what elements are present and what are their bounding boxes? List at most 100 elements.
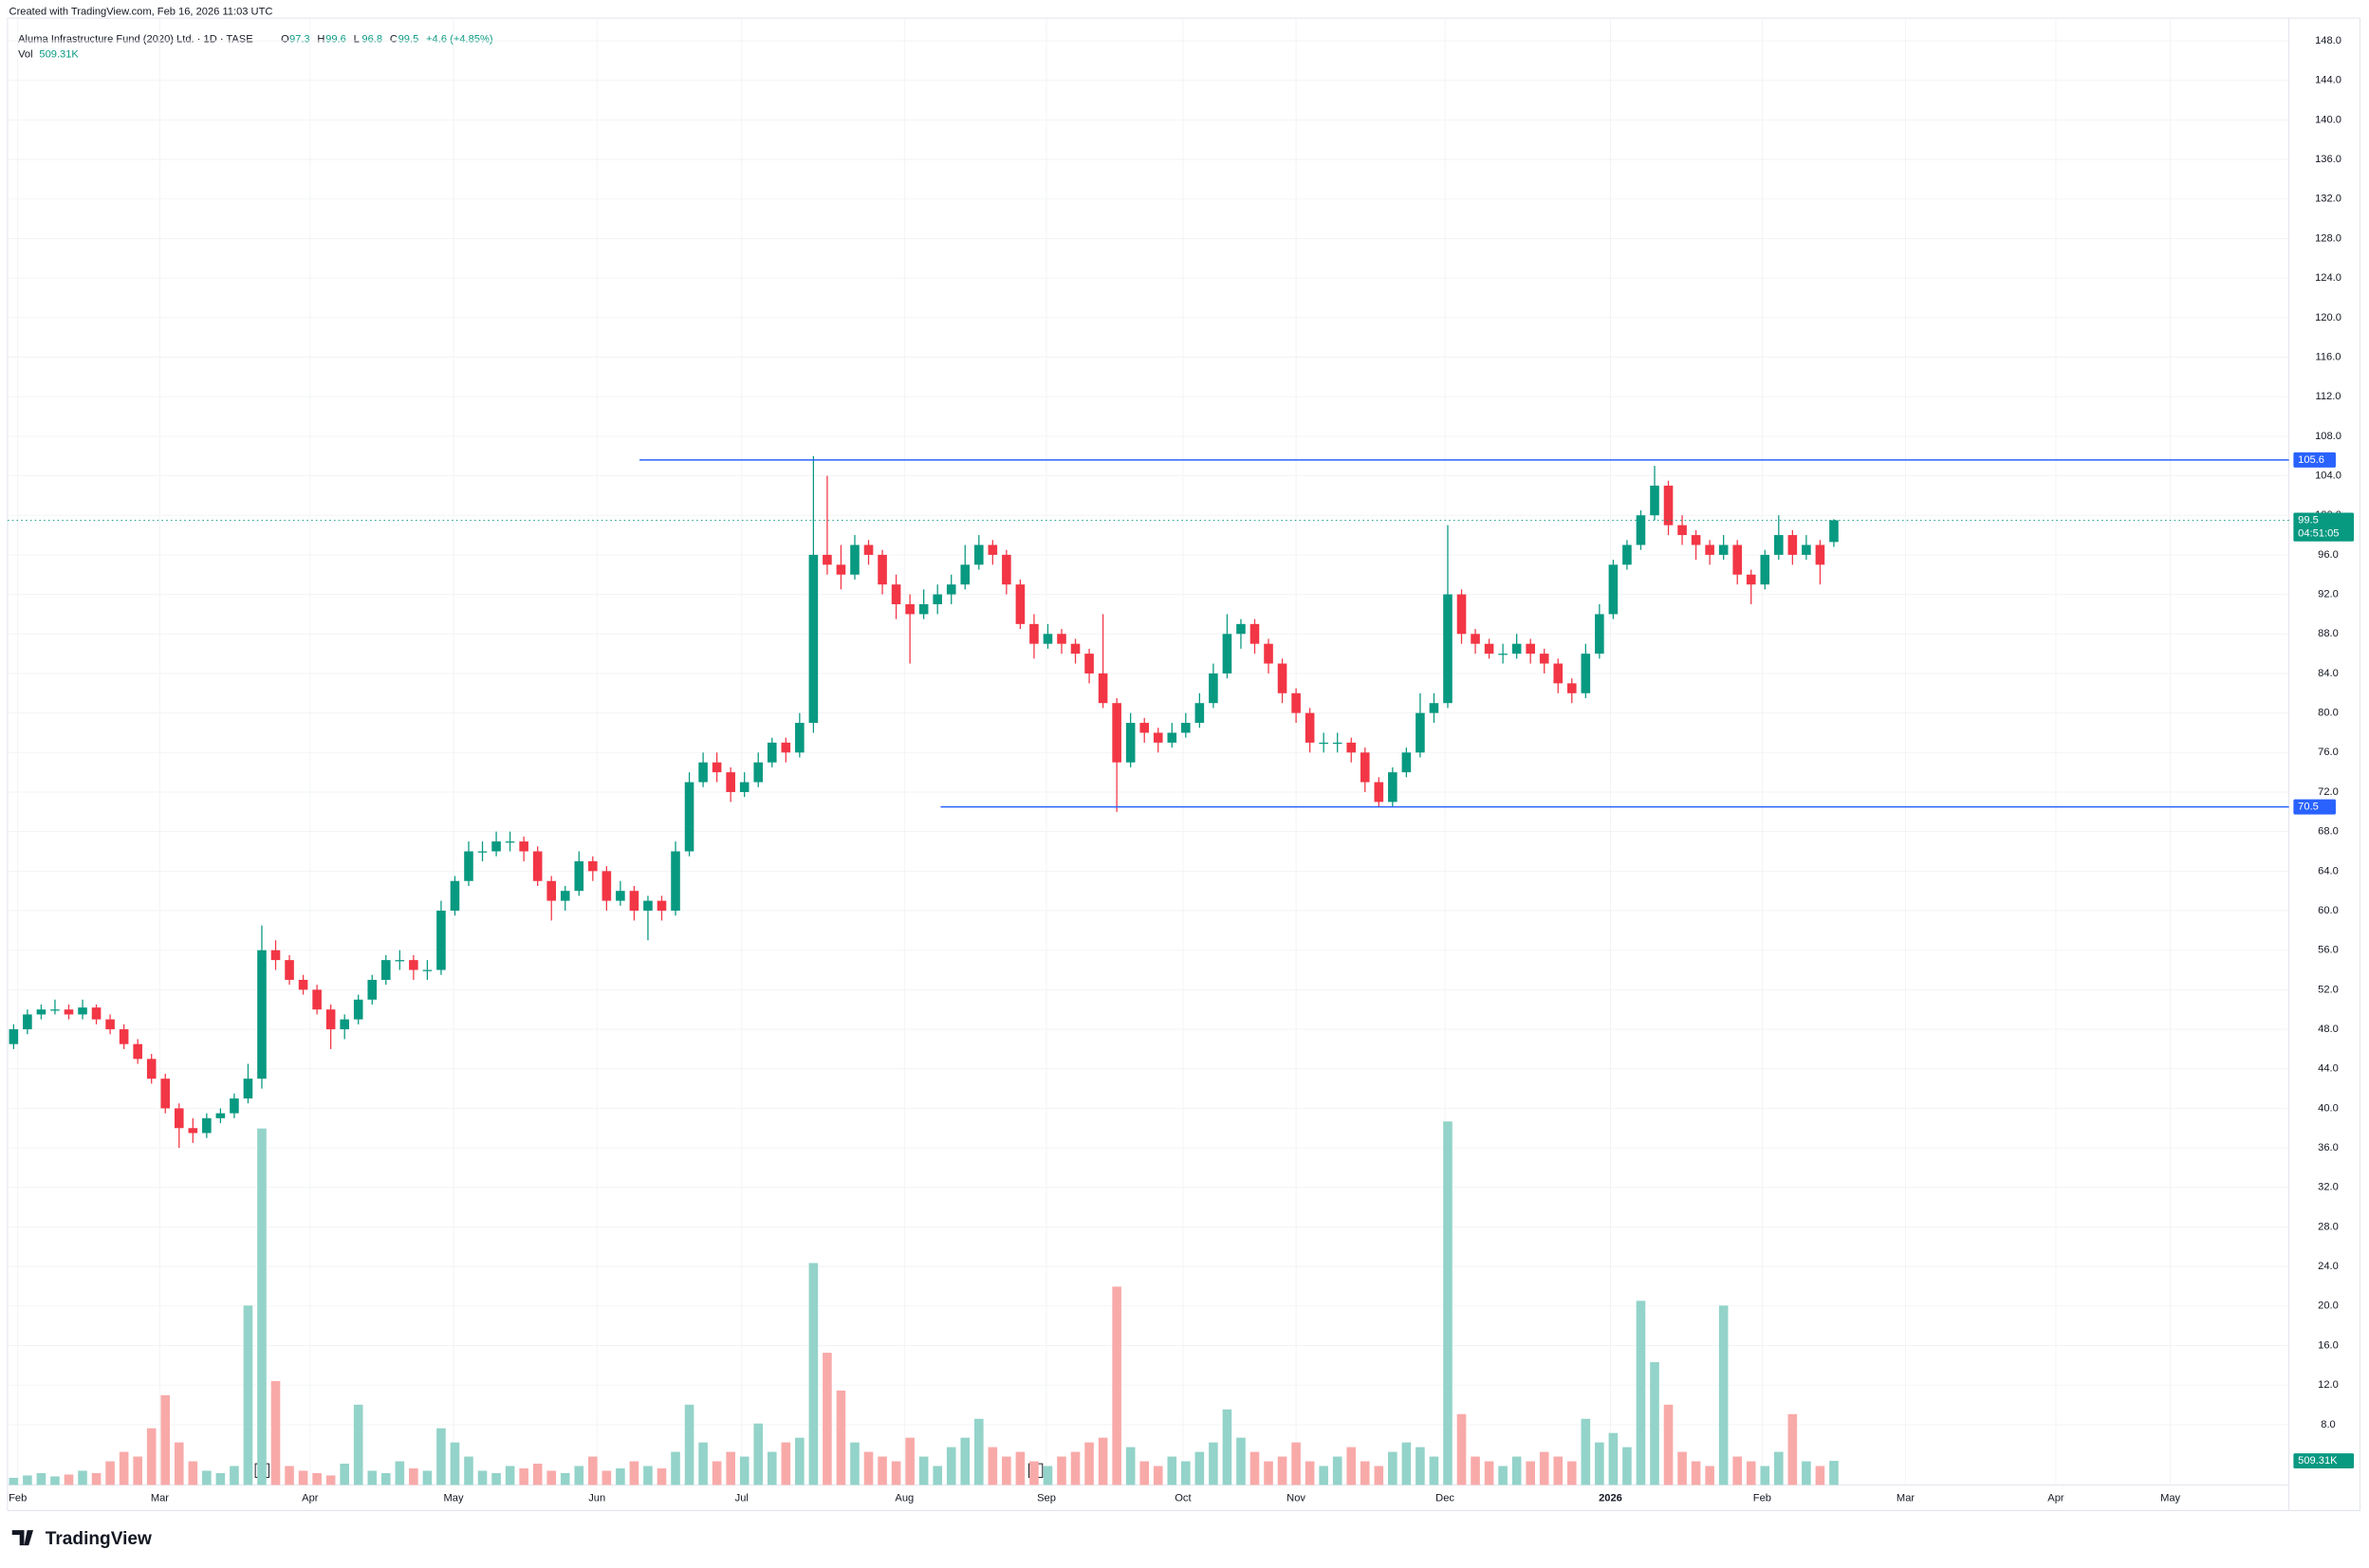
candle [1209, 663, 1218, 709]
countdown: 04:51:05 [2298, 528, 2339, 540]
volume-bar [1829, 1461, 1839, 1485]
volume-bar [1291, 1442, 1301, 1485]
volume-bar [684, 1404, 694, 1485]
candle-body [1139, 723, 1150, 733]
candle [933, 584, 942, 615]
volume-bar [1112, 1286, 1121, 1485]
candle [285, 954, 294, 986]
y-tick-label: 28.0 [2318, 1221, 2339, 1232]
candle [1802, 535, 1811, 561]
ohlc-value: 97.3 [289, 33, 310, 45]
x-tick-label: Mar [151, 1493, 169, 1504]
candle-body [1084, 654, 1094, 673]
candle [64, 1005, 74, 1020]
volume-bar [546, 1470, 557, 1485]
volume-bar [1553, 1456, 1564, 1485]
candle [1015, 579, 1026, 630]
candle-body [450, 880, 460, 912]
candle [1732, 540, 1743, 585]
candle [863, 540, 874, 565]
candle [560, 885, 570, 912]
volume-bar [1057, 1456, 1066, 1485]
candle [436, 900, 446, 975]
candle-body [1029, 623, 1039, 644]
candle [684, 772, 694, 857]
volume-bar [1746, 1461, 1756, 1485]
candle-body [1277, 663, 1287, 693]
ohlc-value: 99.5 [398, 33, 419, 45]
candle [381, 954, 391, 986]
candle-body [367, 979, 378, 1000]
x-tick-label: Feb [9, 1493, 27, 1504]
volume-bar [616, 1467, 625, 1485]
candle-body [588, 860, 598, 872]
y-tick-label: 128.0 [2315, 232, 2341, 244]
candle-body [1153, 732, 1163, 743]
candle-body [643, 900, 653, 912]
candle [1112, 697, 1121, 812]
volume-bar [1125, 1447, 1136, 1485]
logo-icon [11, 1530, 34, 1546]
volume-bar [878, 1456, 887, 1485]
candle-body [905, 604, 915, 615]
volume-bar [973, 1418, 984, 1485]
candle-body [823, 554, 832, 565]
candle-body [616, 891, 625, 901]
volume-bar [712, 1461, 722, 1485]
volume-bar [188, 1461, 198, 1485]
candle [340, 1014, 349, 1040]
candle [23, 1009, 32, 1035]
volume-bar [64, 1474, 74, 1485]
candle-body [285, 960, 294, 980]
candle [1705, 540, 1714, 565]
volume-bar [243, 1305, 253, 1485]
volume-bar [257, 1128, 267, 1485]
candle-body [119, 1029, 129, 1044]
volume-bar [464, 1456, 473, 1485]
y-tick-label: 96.0 [2318, 549, 2339, 561]
candle-body [312, 989, 322, 1010]
candle-body [1622, 544, 1632, 565]
candle-body [1760, 554, 1770, 585]
volume-bar [1070, 1451, 1081, 1485]
volume-bar [657, 1467, 667, 1485]
y-tick-label: 76.0 [2318, 747, 2339, 758]
candle [174, 1103, 184, 1149]
candle-body [50, 1009, 60, 1011]
volume-bar [1277, 1456, 1287, 1485]
candle [1608, 560, 1619, 619]
y-tick-label: 88.0 [2318, 628, 2339, 639]
candle-body [105, 1019, 115, 1030]
y-tick-label: 44.0 [2318, 1063, 2339, 1075]
candle-body [1401, 752, 1412, 773]
volume-bar [1139, 1461, 1150, 1485]
candle-body [1264, 643, 1273, 664]
candle-body [1595, 614, 1604, 655]
y-tick-label: 12.0 [2318, 1379, 2339, 1391]
candle [808, 455, 819, 733]
candle [726, 766, 735, 802]
volume-bar [836, 1390, 846, 1485]
volume-bar [381, 1472, 391, 1485]
x-tick-label: Jun [588, 1493, 605, 1504]
candle-body [340, 1019, 349, 1030]
volume-bar [1787, 1413, 1798, 1485]
volume-bar [1222, 1409, 1232, 1485]
volume-bar [671, 1451, 680, 1485]
level-label: 105.6 [2298, 454, 2324, 466]
volume-name: Vol [18, 48, 32, 60]
y-tick-label: 8.0 [2321, 1419, 2335, 1430]
volume-bar [1815, 1466, 1825, 1485]
level-label-box [2293, 799, 2336, 815]
candle-body [133, 1043, 142, 1060]
candle [532, 846, 543, 886]
candle [1167, 723, 1177, 748]
candle [230, 1093, 239, 1118]
y-tick-label: 68.0 [2318, 826, 2339, 838]
y-tick-label: 132.0 [2315, 194, 2341, 205]
candle-body [9, 1029, 19, 1044]
candle-body [202, 1117, 212, 1134]
volume-bar [395, 1461, 405, 1485]
candle-body [1829, 520, 1839, 543]
candle [1098, 614, 1108, 709]
